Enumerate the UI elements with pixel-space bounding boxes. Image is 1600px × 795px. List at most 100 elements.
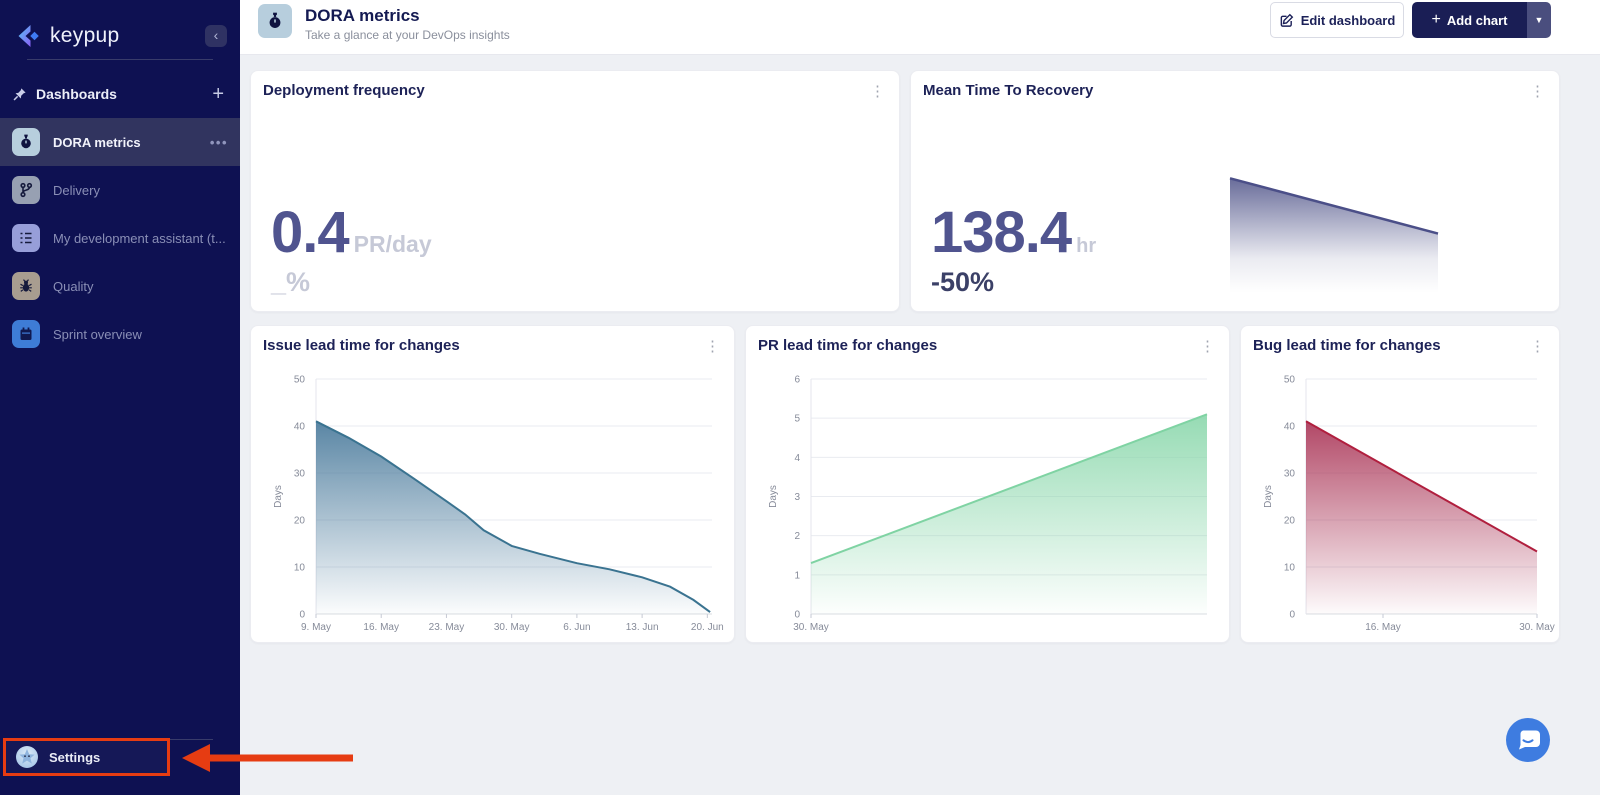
- svg-text:2: 2: [794, 531, 800, 542]
- mttr-trend-sparkline: [1229, 177, 1439, 293]
- card-bug-lead-time: Bug lead time for changes ⋮ 0 10 20 30 40 50 1…: [1240, 325, 1560, 643]
- keypup-logo-icon: [18, 25, 39, 47]
- svg-text:10: 10: [1284, 563, 1296, 574]
- sidebar-collapse-button[interactable]: ‹: [205, 25, 227, 47]
- sidebar-item-label: My development assistant (t...: [53, 230, 226, 246]
- logo-text: keypup: [50, 24, 120, 47]
- edit-icon: [1280, 13, 1293, 27]
- svg-text:Days: Days: [1263, 485, 1274, 508]
- card-pr-lead-time: PR lead time for changes ⋮ 0 1 2 3 4 5 6 30. Ma…: [745, 325, 1230, 643]
- chat-bubble-icon: [1506, 718, 1550, 762]
- svg-text:9. May: 9. May: [301, 622, 331, 633]
- metric-value: 0.4: [271, 200, 350, 265]
- svg-text:6: 6: [794, 375, 800, 386]
- svg-text:0: 0: [1289, 610, 1295, 621]
- svg-text:23. May: 23. May: [429, 622, 465, 633]
- kebab-menu-icon[interactable]: ⋮: [705, 338, 720, 355]
- sidebar-item-label: Sprint overview: [53, 326, 142, 342]
- svg-text:50: 50: [1284, 375, 1296, 386]
- svg-text:40: 40: [294, 422, 306, 433]
- svg-text:5: 5: [794, 414, 800, 425]
- add-dashboard-button[interactable]: +: [212, 82, 224, 105]
- svg-text:20: 20: [1284, 516, 1296, 527]
- svg-text:3: 3: [794, 492, 800, 503]
- sidebar-item-sprint-overview[interactable]: Sprint overview: [0, 310, 240, 358]
- dashboards-section-title: Dashboards: [36, 86, 117, 102]
- sidebar-item-quality[interactable]: Quality: [0, 262, 240, 310]
- svg-text:4: 4: [794, 453, 800, 464]
- svg-text:40: 40: [1284, 422, 1296, 433]
- logo: keypup: [14, 20, 120, 52]
- caret-down-icon: ▼: [1534, 15, 1544, 25]
- metric-delta: -50%: [931, 267, 995, 297]
- pr-lead-time-chart: 0 1 2 3 4 5 6 30. May Days: [768, 375, 1208, 633]
- avatar: [16, 746, 38, 768]
- annotation-highlight-box: Settings: [3, 738, 170, 776]
- svg-text:30. May: 30. May: [793, 622, 829, 633]
- annotation-arrow: [182, 744, 353, 772]
- metric-unit: PR/day: [353, 231, 432, 257]
- kebab-menu-icon[interactable]: ⋮: [1530, 338, 1545, 355]
- settings-button[interactable]: Settings: [15, 745, 100, 769]
- sidebar-item-my-development-assistant[interactable]: My development assistant (t...: [0, 214, 240, 262]
- stopwatch-icon: [258, 4, 292, 38]
- sidebar: keypup ‹ Dashboards + DORA metrics: [0, 0, 240, 795]
- bug-lead-time-chart: 0 10 20 30 40 50 16. May 30. May Days: [1263, 375, 1555, 634]
- svg-text:0: 0: [794, 610, 800, 621]
- page-subtitle: Take a glance at your DevOps insights: [305, 28, 510, 42]
- svg-text:30. May: 30. May: [494, 622, 530, 633]
- metric-value: 138.4: [931, 200, 1072, 265]
- dashboards-section-header: Dashboards +: [12, 82, 228, 106]
- ellipsis-icon[interactable]: •••: [209, 134, 228, 150]
- svg-text:0: 0: [299, 610, 305, 621]
- task-list-icon: [12, 224, 40, 252]
- add-chart-dropdown-button[interactable]: ▼: [1527, 2, 1551, 38]
- sidebar-item-label: DORA metrics: [53, 134, 141, 150]
- sidebar-item-dora-metrics[interactable]: DORA metrics •••: [0, 118, 240, 166]
- card-mean-time-to-recovery: Mean Time To Recovery ⋮ 138.4 hr -50%: [910, 70, 1560, 312]
- svg-text:30: 30: [1284, 469, 1296, 480]
- svg-text:30. May: 30. May: [1519, 622, 1555, 633]
- dashboard-nav: DORA metrics ••• Delivery My development…: [0, 118, 240, 358]
- svg-text:16. May: 16. May: [363, 622, 399, 633]
- card-title: Deployment frequency: [263, 82, 425, 99]
- stopwatch-icon: [12, 128, 40, 156]
- svg-text:13. Jun: 13. Jun: [626, 622, 659, 633]
- metric-unit: hr: [1076, 235, 1097, 257]
- svg-text:20: 20: [294, 516, 306, 527]
- svg-text:16. May: 16. May: [1365, 622, 1401, 633]
- chat-launcher-button[interactable]: [1506, 718, 1550, 762]
- svg-text:Days: Days: [273, 485, 284, 508]
- divider: [27, 59, 213, 60]
- chevron-left-icon: ‹: [213, 27, 219, 43]
- issue-lead-time-chart: 0 10 20 30 40 50 9. May 16. May 23. May 30. May 6.…: [273, 375, 724, 634]
- card-title: Mean Time To Recovery: [923, 82, 1094, 99]
- pin-icon: [12, 87, 27, 102]
- git-branch-icon: [12, 176, 40, 204]
- kebab-menu-icon[interactable]: ⋮: [870, 83, 885, 100]
- page-title: DORA metrics: [305, 6, 420, 25]
- svg-text:1: 1: [794, 570, 800, 581]
- card-title: Bug lead time for changes: [1253, 337, 1441, 354]
- card-title: PR lead time for changes: [758, 337, 938, 354]
- card-title: Issue lead time for changes: [263, 337, 460, 354]
- edit-dashboard-button[interactable]: Edit dashboard: [1270, 2, 1404, 38]
- svg-text:30: 30: [294, 469, 306, 480]
- svg-text:10: 10: [294, 563, 306, 574]
- svg-text:Days: Days: [768, 485, 779, 508]
- settings-label: Settings: [49, 749, 101, 765]
- kebab-menu-icon[interactable]: ⋮: [1200, 338, 1215, 355]
- add-chart-button[interactable]: + Add chart: [1412, 2, 1527, 38]
- bug-icon: [12, 272, 40, 300]
- add-chart-button-group: + Add chart ▼: [1412, 2, 1551, 38]
- kebab-menu-icon[interactable]: ⋮: [1530, 83, 1545, 100]
- svg-text:50: 50: [294, 375, 306, 386]
- plus-icon: +: [1431, 11, 1441, 28]
- metric-delta: _%: [271, 267, 311, 297]
- calendar-icon: [12, 320, 40, 348]
- card-deployment-frequency: Deployment frequency ⋮ 0.4 PR/day _%: [250, 70, 900, 312]
- sidebar-item-label: Delivery: [53, 182, 100, 198]
- sidebar-item-delivery[interactable]: Delivery: [0, 166, 240, 214]
- svg-text:6. Jun: 6. Jun: [563, 622, 590, 633]
